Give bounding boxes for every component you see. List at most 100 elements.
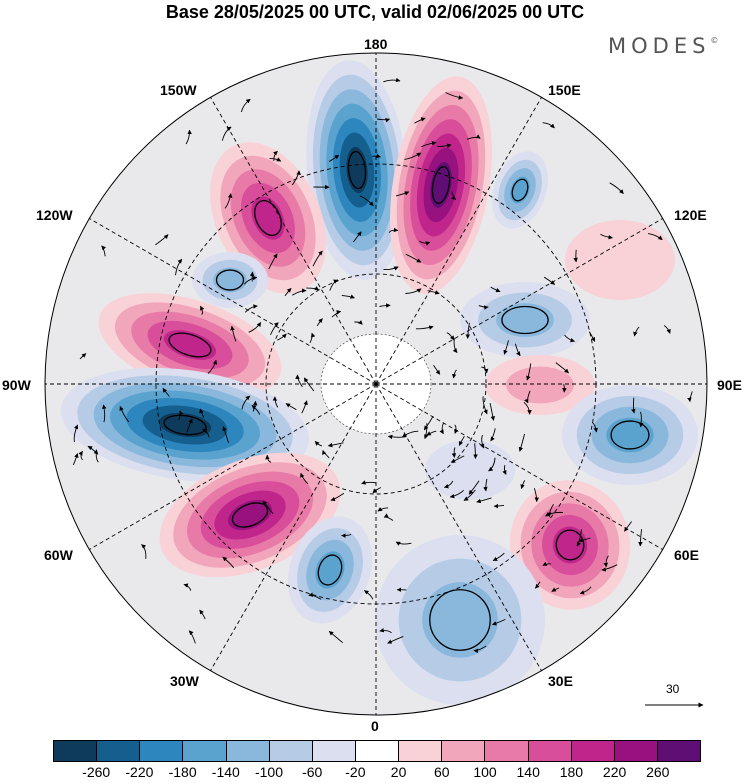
wind-arrow [155, 234, 169, 246]
colorbar-swatch [97, 741, 141, 761]
lon-label-180: 180 [364, 36, 388, 52]
wind-arrow [222, 426, 229, 444]
wind-arrow [555, 362, 569, 374]
wind-arrow [268, 253, 278, 270]
wind-arrow [295, 374, 303, 388]
wind-arrow [480, 434, 485, 449]
wind-arrow [79, 353, 87, 360]
wind-arrow [395, 541, 412, 546]
wind-arrow [446, 332, 455, 341]
wind-arrow [415, 325, 434, 330]
wind-arrow [284, 287, 292, 297]
colorbar-tick-label: 20 [390, 764, 407, 780]
wind-arrow [383, 513, 394, 521]
wind-arrow [452, 338, 458, 353]
colorbar [53, 740, 701, 762]
wind-arrow [178, 410, 184, 420]
colorbar-swatch [657, 741, 701, 761]
wind-arrow [162, 387, 170, 397]
wind-arrow [483, 478, 488, 492]
anomaly-contour [422, 582, 498, 658]
wind-arrow [543, 276, 556, 285]
wind-arrow [502, 464, 507, 475]
wind-arrow [353, 231, 362, 243]
wind-arrow [221, 126, 232, 141]
colorbar-tick-label: 220 [602, 764, 627, 780]
wind-arrow [291, 288, 307, 296]
wind-arrow [488, 457, 496, 472]
wind-arrow [316, 318, 323, 327]
wind-arrow [404, 152, 422, 160]
wind-arrow [523, 401, 532, 415]
wind-arrow [562, 383, 567, 393]
wind-arrow [308, 592, 322, 600]
wind-arrow [93, 449, 99, 463]
wind-arrow [520, 480, 526, 490]
wind-arrow [243, 275, 258, 285]
wind-arrow [222, 556, 235, 569]
wind-arrow [491, 618, 506, 626]
colorbar-tick-label: -20 [345, 764, 366, 780]
colorbar-swatch [355, 741, 400, 761]
wind-arrow [330, 492, 345, 502]
wind-arrow [383, 266, 399, 271]
lon-label-60e: 60E [674, 547, 699, 563]
wind-arrow [301, 400, 308, 414]
wind-arrow [476, 497, 492, 504]
wind-arrow [603, 555, 609, 568]
wind-arrow [175, 258, 183, 276]
wind-arrow [451, 191, 457, 200]
meridian-line [210, 383, 377, 671]
meridian-line [375, 218, 663, 385]
wind-arrow [377, 507, 389, 512]
wind-arrow [638, 529, 643, 547]
wind-arrow [405, 288, 422, 294]
wind-arrow [526, 363, 532, 381]
wind-arrow [200, 305, 205, 315]
wind-arrow [269, 157, 282, 162]
colorbar-swatch [528, 741, 572, 761]
wind-arrow [388, 227, 399, 233]
wind-arrow [433, 365, 441, 375]
wind-arrow [73, 424, 79, 442]
wind-arrow [414, 117, 426, 124]
colorbar-tick-label: 180 [559, 764, 584, 780]
anomaly-contour [163, 330, 217, 360]
lon-label-30w: 30W [170, 673, 199, 689]
wind-arrow [183, 583, 192, 591]
wind-arrow [207, 359, 218, 374]
wind-arrow [272, 396, 279, 408]
wind-arrow [185, 129, 192, 145]
wind-arrow [421, 140, 437, 148]
colorbar-tick-label: -260 [82, 764, 111, 780]
wind-arrow [518, 433, 525, 452]
streamline-loop [610, 420, 650, 450]
wind-arrow [564, 334, 575, 343]
wind-arrow [473, 645, 487, 654]
anomaly-field [60, 60, 698, 705]
wind-arrow [405, 253, 422, 263]
lon-label-120e: 120E [674, 207, 707, 223]
wind-arrow [687, 391, 693, 403]
wind-arrow [303, 377, 315, 392]
wind-arrow [633, 326, 640, 337]
wind-arrow [328, 630, 343, 644]
colorbar-swatch [54, 741, 98, 761]
wind-arrow [199, 609, 206, 620]
wind-arrow [624, 521, 632, 532]
wind-arrow [364, 590, 374, 600]
wind-arrow [341, 294, 355, 299]
wind-arrow [463, 489, 476, 501]
lon-label-150e: 150E [548, 82, 581, 98]
wind-arrow [376, 118, 390, 123]
wind-arrow [101, 245, 107, 257]
meridian-line [375, 97, 542, 385]
streamline-loop [231, 502, 269, 528]
lon-label-150w: 150W [160, 82, 197, 98]
wind-arrow [426, 430, 437, 436]
wind-arrow [443, 480, 454, 489]
wind-arrow [451, 369, 457, 379]
wind-arrow [524, 390, 531, 404]
wind-arrow [299, 472, 309, 485]
colorbar-tick-label: -140 [211, 764, 240, 780]
